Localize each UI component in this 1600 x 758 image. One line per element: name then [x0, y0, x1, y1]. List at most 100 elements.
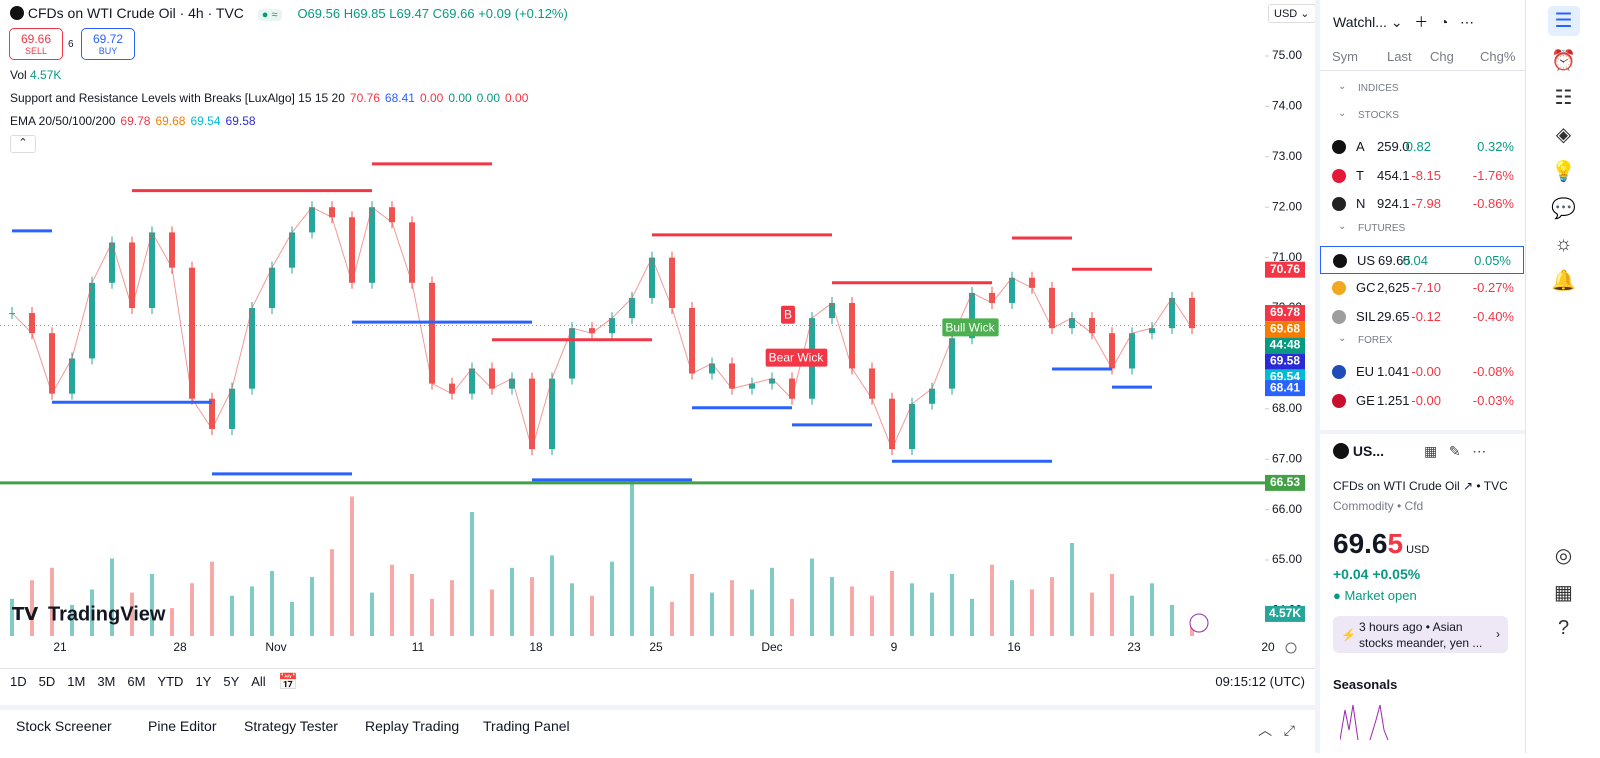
range-button[interactable]: 5D: [38, 674, 56, 689]
last: 2,625: [1377, 280, 1410, 295]
volume-bar: [1090, 592, 1094, 636]
status-text: Market open: [1344, 588, 1417, 603]
y-tick-label: 65.00: [1272, 552, 1302, 566]
candle: [949, 338, 955, 389]
candle: [189, 267, 195, 399]
sidebar-notifications[interactable]: 🔔: [1551, 270, 1576, 292]
range-button[interactable]: 3M: [97, 674, 116, 689]
bottom-tab[interactable]: Trading Panel: [483, 718, 570, 734]
change-pct: -1.76%: [1472, 167, 1514, 183]
price-badge: [1265, 380, 1305, 397]
sidebar-tips[interactable]: ☼: [1554, 233, 1573, 255]
sidebar-chat[interactable]: 💬: [1551, 198, 1576, 220]
sidebar-object-tree[interactable]: ☷: [1554, 87, 1573, 109]
candle: [169, 232, 175, 268]
watchlist-row[interactable]: EU 1.041 -0.00 -0.08%: [1320, 358, 1526, 386]
price-badge-label: 69.58: [1270, 354, 1300, 368]
collapse-legend[interactable]: ⌃: [10, 135, 36, 153]
volume-bar: [950, 574, 954, 636]
clock: 09:15:12 (UTC): [1215, 674, 1305, 689]
section-title[interactable]: INDICES: [1358, 83, 1399, 94]
symbol: GE: [1356, 392, 1375, 408]
candle: [429, 282, 435, 384]
watchlist-row[interactable]: SIL 29.65 -0.12 -0.40%: [1320, 303, 1526, 331]
section-title[interactable]: FOREX: [1358, 335, 1393, 346]
range-button[interactable]: 6M: [127, 674, 146, 689]
panel-controls[interactable]: ︿ ⤢: [1258, 722, 1295, 738]
range-button[interactable]: 5Y: [223, 674, 240, 689]
signal-box: [942, 318, 999, 337]
section-title[interactable]: FUTURES: [1358, 222, 1406, 234]
range-button[interactable]: 1M: [67, 674, 86, 689]
symbol: SIL: [1356, 308, 1376, 324]
bottom-tab[interactable]: Pine Editor: [148, 718, 217, 734]
watchlist-row[interactable]: T 454.1 -8.15 -1.76%: [1320, 162, 1526, 190]
candle: [389, 207, 395, 223]
candle: [649, 257, 655, 298]
currency-select[interactable]: USD ⌄: [1268, 4, 1316, 23]
watchlist-row[interactable]: GC 2,625 -7.10 -0.27%: [1320, 274, 1526, 302]
last: 924.1: [1377, 196, 1410, 211]
change: 0.04: [1402, 252, 1428, 268]
watchlist-row[interactable]: GE 1.251 -0.00 -0.03%: [1320, 387, 1526, 415]
symbol-icon: [1333, 253, 1347, 268]
candle: [589, 328, 595, 334]
seasonals-chart: [1340, 704, 1389, 740]
watchlist-title[interactable]: Watchl... ⌄ ＋ ◔ ⋯: [1333, 14, 1475, 30]
volume-bar: [990, 564, 994, 636]
section-title[interactable]: STOCKS: [1358, 110, 1399, 121]
sidebar-calendar[interactable]: ▦: [1554, 582, 1573, 604]
symbol-title[interactable]: CFDs on WTI Crude Oil · 4h · TVC ● ≈ O69…: [10, 5, 568, 21]
candle: [1029, 277, 1035, 288]
sidebar-watchlist[interactable]: ☰: [1547, 6, 1580, 36]
candle: [289, 232, 295, 268]
ema-name: EMA 20/50/100/200: [10, 114, 116, 128]
sidebar-alerts[interactable]: ⏰: [1551, 50, 1576, 72]
range-button[interactable]: All: [251, 674, 266, 689]
volume-bar: [250, 586, 254, 636]
bottom-tab[interactable]: Stock Screener: [16, 718, 112, 734]
watchlist-row[interactable]: N 924.1 -7.98 -0.86%: [1320, 190, 1526, 218]
volume-bar: [410, 574, 414, 636]
signal-box: [765, 348, 828, 367]
news-card[interactable]: ⚡ 3 hours ago • Asian stocks meander, ye…: [1333, 616, 1508, 653]
range-button[interactable]: 1Y: [195, 674, 212, 689]
volume-bar: [570, 583, 574, 636]
legend-value: 68.41: [384, 91, 415, 105]
range-button[interactable]: YTD: [157, 674, 184, 689]
sidebar-ideas[interactable]: 💡: [1551, 161, 1576, 183]
bottom-tab[interactable]: Strategy Tester: [244, 718, 338, 734]
volume-bar: [1110, 574, 1114, 636]
price-badge: [1265, 353, 1305, 370]
column-header: Chg%: [1480, 49, 1516, 64]
date-range-icon[interactable]: 📅: [278, 674, 298, 691]
candle: [249, 308, 255, 389]
sell-button[interactable]: 69.66 SELL: [9, 28, 63, 60]
volume-bar: [430, 598, 434, 636]
watchlist-row[interactable]: US 69.65 0.04 0.05%: [1320, 245, 1524, 274]
bottom-tab[interactable]: Replay Trading: [365, 718, 460, 734]
volume-value: 4.57K: [30, 68, 62, 82]
signal-box: [780, 305, 796, 324]
candle: [109, 242, 115, 283]
volume-bar: [530, 577, 534, 636]
candle: [629, 297, 635, 319]
candle: [509, 378, 515, 389]
details-exchange: TVC: [1483, 479, 1508, 493]
volume-bar: [1150, 583, 1154, 636]
symbol: N: [1356, 196, 1366, 211]
sidebar-hotlists[interactable]: ◎: [1554, 545, 1573, 567]
buy-button[interactable]: 69.72 BUY: [81, 28, 135, 60]
column-header: Last: [1387, 49, 1412, 64]
sidebar-layers[interactable]: ◈: [1555, 124, 1572, 146]
volume-bar: [1050, 577, 1054, 636]
candle: [789, 378, 795, 399]
legend-value: 0.00: [505, 91, 529, 105]
sidebar-help[interactable]: ?: [1557, 617, 1570, 639]
section-caret: ⌄: [1338, 333, 1347, 344]
candle: [609, 318, 615, 334]
symbol-icon: [1332, 393, 1346, 408]
price-badge: [1265, 337, 1305, 354]
watchlist-row[interactable]: A 259.0 0.82 0.32%: [1320, 133, 1526, 161]
range-button[interactable]: 1D: [10, 674, 27, 689]
